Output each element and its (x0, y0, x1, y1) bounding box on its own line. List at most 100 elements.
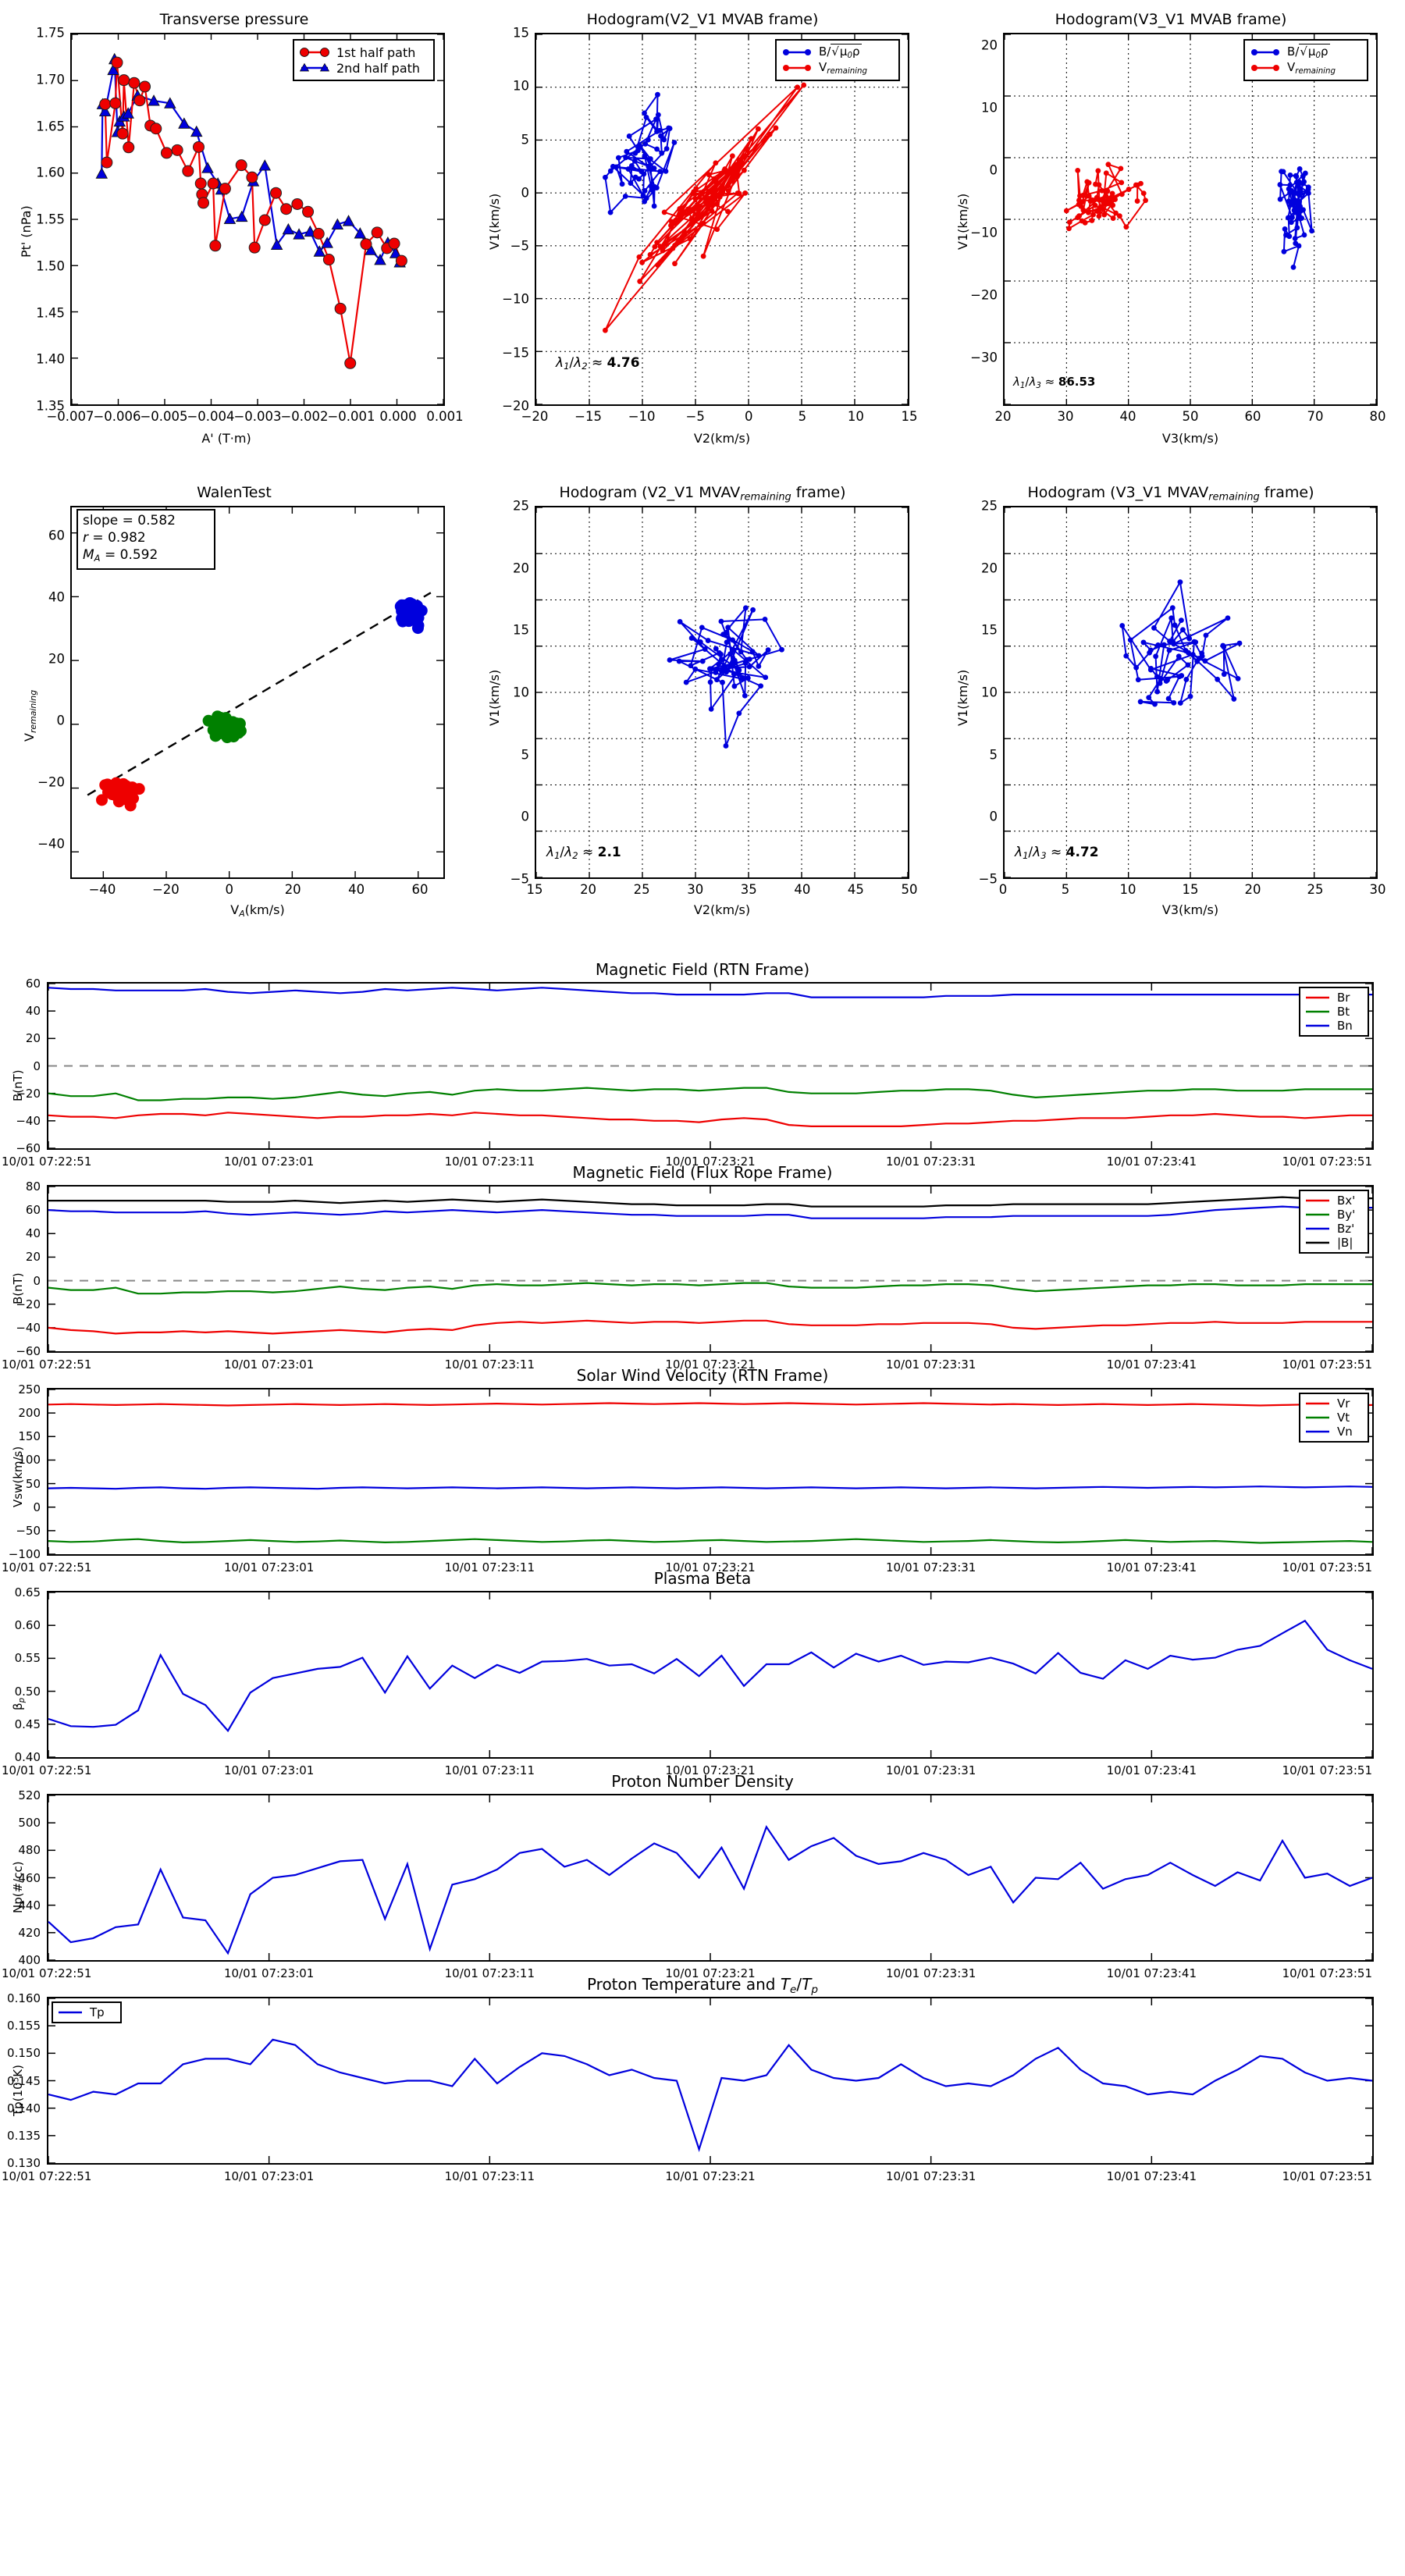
time-tick-label: 10/01 07:23:41 (1106, 1155, 1197, 1169)
x-tick-label: 70 (1307, 409, 1324, 424)
y-tick-label: 15 (513, 25, 529, 41)
legend-color-swatch (1306, 1227, 1329, 1230)
y-tick-label: 40 (25, 1226, 41, 1241)
y-tick-label: 15 (981, 622, 998, 638)
walen-svg (72, 507, 443, 877)
legend: Vr Vt Vn (1299, 1393, 1369, 1443)
y-tick-label: 0.140 (7, 2101, 41, 2115)
hodogram2-svg (1004, 34, 1377, 405)
y-tick-label: −30 (970, 350, 998, 365)
time-tick-label: 10/01 07:23:21 (665, 1763, 756, 1777)
panel-hodogram-v2v1-mvab: Hodogram(V2_V1 MVAB frame) −20 −15 −10 −5 0 5… (468, 0, 937, 453)
time-tick-label: 10/01 07:22:51 (2, 1763, 92, 1777)
time-tick-label: 10/01 07:22:51 (2, 1155, 92, 1169)
x-tick-label: 10 (1119, 882, 1136, 897)
time-tick-label: 10/01 07:23:31 (885, 1155, 976, 1169)
panel-solar-wind-velocity: Solar Wind Velocity (RTN Frame) −100 −50 0 5… (0, 1366, 1405, 1596)
legend-item: Vn (1304, 1425, 1362, 1439)
time-tick-label: 10/01 07:23:11 (444, 1966, 535, 1980)
y-tick-label: 60 (48, 528, 65, 543)
panel-hodogram-v2v1-mvav: Hodogram (V2_V1 MVAVremaining frame) 15 2… (468, 468, 937, 921)
y-tick-label: −50 (16, 1523, 41, 1538)
y-tick-label: 1.55 (36, 212, 65, 227)
x-axis-label: VA(km/s) (230, 902, 285, 920)
legend-label: Vremaining (819, 60, 867, 76)
x-tick-label: −0.002 (280, 409, 329, 424)
panel-title: Magnetic Field (RTN Frame) (595, 960, 810, 979)
time-tick-label: 10/01 07:23:41 (1106, 2169, 1197, 2183)
y-axis-label: V1(km/s) (955, 193, 970, 250)
eigenvalue-ratio-annotation: λ1/λ3 ≈ 86.53 (1013, 375, 1096, 390)
panel-title: Hodogram (V2_V1 MVAVremaining frame) (559, 484, 846, 503)
y-tick-label: 0.155 (7, 2019, 41, 2033)
y-tick-label: 250 (18, 1382, 41, 1397)
y-tick-label: −20 (970, 287, 998, 303)
eigenvalue-ratio-value: 4.76 (606, 355, 640, 371)
y-tick-label: 0.160 (7, 1991, 41, 2005)
legend-color-swatch (59, 2011, 82, 2014)
plot-frame (47, 1794, 1374, 1962)
time-tick-label: 10/01 07:22:51 (2, 2169, 92, 2183)
y-tick-label: 0 (33, 1500, 41, 1514)
x-tick-label: −10 (628, 409, 656, 424)
legend-label: |B| (1337, 1236, 1353, 1250)
legend: Bx' By' Bz' |B| (1299, 1190, 1369, 1254)
x-tick-label: 20 (580, 882, 597, 897)
x-tick-label: −40 (88, 882, 116, 897)
x-tick-label: −20 (521, 409, 549, 424)
panel-proton-temperature: Proton Temperature and Te/Tp 0.130 0.135 0.… (0, 1975, 1405, 2205)
time-tick-label: 10/01 07:23:21 (665, 1155, 756, 1169)
x-tick-label: 40 (348, 882, 365, 897)
x-tick-label: −0.003 (233, 409, 282, 424)
y-axis-label: Vremaining (22, 689, 39, 742)
x-tick-label: 40 (794, 882, 811, 897)
legend-label: Br (1337, 991, 1350, 1005)
plot-frame (1003, 33, 1378, 406)
triangle-marker-icon (299, 62, 330, 73)
panel-transverse-pressure: Transverse pressure −0.007 −0.006 −0.005 −0… (0, 0, 468, 453)
x-tick-label: 50 (901, 882, 918, 897)
y-tick-label: 10 (981, 685, 998, 700)
x-tick-label: −20 (151, 882, 180, 897)
time-tick-label: 10/01 07:22:51 (2, 1560, 92, 1574)
y-tick-label: 0.65 (14, 1585, 41, 1599)
x-tick-label: 0 (225, 882, 234, 897)
y-tick-label: 0.150 (7, 2046, 41, 2061)
ma-stat: MA = 0.592 (83, 546, 158, 564)
time-tick-label: 10/01 07:23:01 (223, 1155, 315, 1169)
y-tick-label: 50 (25, 1476, 41, 1491)
plot-frame (47, 1997, 1374, 2165)
x-tick-label: −0.006 (93, 409, 141, 424)
x-tick-label: 0.001 (426, 409, 464, 424)
panel-title: Hodogram(V2_V1 MVAB frame) (586, 11, 819, 28)
time-tick-label: 10/01 07:23:51 (1282, 1357, 1372, 1372)
legend-label: 1st half path (336, 44, 416, 60)
x-tick-label: 15 (1182, 882, 1199, 897)
legend-label: Bn (1337, 1019, 1353, 1033)
y-axis-label: Tp(105K) (11, 2064, 25, 2116)
x-tick-label: 20 (1244, 882, 1261, 897)
y-axis-label: B(nT) (11, 1069, 25, 1101)
time-tick-label: 10/01 07:23:01 (223, 1357, 315, 1372)
y-tick-label: 20 (981, 560, 998, 576)
legend-item: B/√μ0ρ (781, 44, 892, 60)
legend: Tp (52, 2001, 122, 2023)
time-tick-label: 10/01 07:23:51 (1282, 1763, 1372, 1777)
legend-item: 2nd half path (299, 60, 427, 76)
legend-label: Vn (1337, 1425, 1353, 1439)
y-tick-label: 80 (25, 1179, 41, 1194)
y-axis-label: Pt' (nPa) (19, 205, 34, 258)
y-tick-label: 0 (521, 809, 530, 824)
time-tick-label: 10/01 07:23:31 (885, 1560, 976, 1574)
time-tick-label: 10/01 07:23:21 (665, 1966, 756, 1980)
x-tick-label: −0.004 (187, 409, 235, 424)
time-tick-label: 10/01 07:23:11 (444, 1357, 535, 1372)
legend-item: Bx' (1304, 1194, 1362, 1208)
time-tick-label: 10/01 07:23:51 (1282, 1966, 1372, 1980)
y-tick-label: 20 (25, 1250, 41, 1265)
legend-item: |B| (1304, 1236, 1362, 1250)
hodogram1-svg (535, 34, 909, 405)
y-tick-label: 25 (513, 498, 529, 514)
y-tick-label: −60 (16, 1344, 41, 1358)
panel-title: WalenTest (197, 484, 272, 501)
